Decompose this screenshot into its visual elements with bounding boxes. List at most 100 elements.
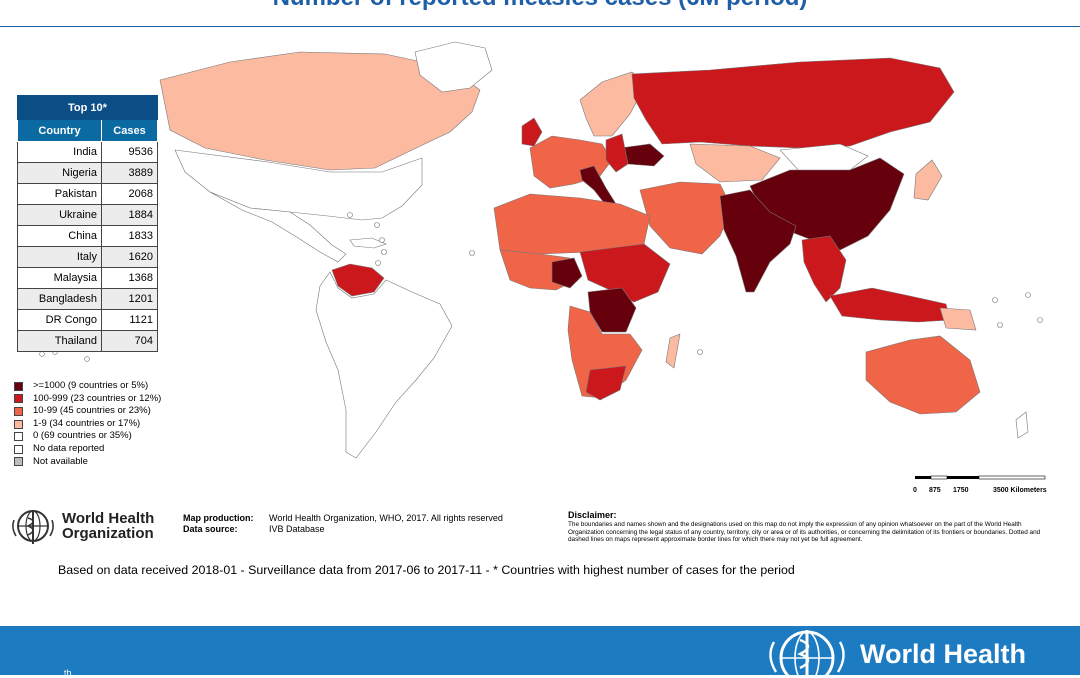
region-indonesia	[829, 287, 951, 323]
top10-table: Top 10* Country Cases India 9536 Nigeria 3…	[17, 95, 158, 352]
small-island	[375, 260, 381, 266]
who-emblem-icon	[769, 630, 845, 675]
region-caribbean-islands	[349, 237, 387, 249]
legend-label: No data reported	[33, 442, 105, 454]
region-mongolia	[779, 143, 869, 173]
cases-cell: 704	[101, 330, 158, 352]
cases-cell: 1833	[101, 225, 158, 247]
table-row: Italy 1620	[17, 246, 158, 268]
map-production-label: Map production:	[183, 513, 254, 523]
country-cell: India	[17, 141, 102, 163]
disclaimer-heading: Disclaimer:	[568, 510, 617, 520]
cases-cell: 1620	[101, 246, 158, 268]
table-row: Pakistan 2068	[17, 183, 158, 205]
legend-item: 0 (69 countries or 35%)	[14, 430, 161, 443]
legend-swatch	[14, 394, 23, 404]
country-cell: Pakistan	[17, 183, 102, 205]
legend-item: 10-99 (45 countries or 23%)	[14, 405, 161, 418]
legend-swatch	[14, 457, 23, 467]
legend-item: 1-9 (34 countries or 17%)	[14, 418, 161, 431]
banner-who-logo: World Health	[762, 626, 1026, 675]
cases-cell: 1121	[101, 309, 158, 331]
region-russia	[631, 57, 955, 149]
disclaimer-text: The boundaries and names shown and the d…	[568, 521, 1041, 544]
map-legend: >=1000 (9 countries or 5%) 100-999 (23 c…	[14, 380, 161, 468]
legend-swatch	[14, 444, 23, 454]
legend-swatch	[14, 419, 23, 429]
region-southeast-asia	[801, 235, 847, 303]
banner-superscript: th	[64, 668, 72, 678]
table-row: Bangladesh 1201	[17, 288, 158, 310]
country-cell: China	[17, 225, 102, 247]
small-island	[374, 222, 380, 228]
data-source-label: Data source:	[183, 524, 238, 534]
column-header-country: Country	[17, 119, 102, 142]
map-production-value: World Health Organization, WHO, 2017. Al…	[269, 513, 503, 523]
cases-cell: 3889	[101, 162, 158, 184]
scale-bar-graphic	[915, 475, 1046, 480]
legend-label: 10-99 (45 countries or 23%)	[33, 405, 151, 417]
region-pakistan-india	[719, 189, 797, 293]
region-eastern-europe	[605, 133, 629, 173]
region-new-zealand	[1015, 411, 1029, 439]
legend-label: >=1000 (9 countries or 5%)	[33, 380, 149, 391]
region-north-africa	[493, 193, 651, 255]
footnote: Based on data received 2018-01 - Surveil…	[58, 563, 795, 577]
region-canada	[159, 51, 481, 171]
small-island	[697, 349, 703, 355]
scale-tick: 0	[913, 487, 917, 494]
region-south-america	[315, 271, 453, 459]
table-row: Nigeria 3889	[17, 162, 158, 184]
banner-who-name: World Health	[860, 639, 1027, 669]
table-caption: Top 10*	[17, 95, 158, 120]
who-name-line1: World Health	[62, 510, 155, 527]
legend-label: Not available	[33, 455, 88, 467]
legend-label: 1-9 (34 countries or 17%)	[33, 417, 141, 429]
country-cell: Malaysia	[17, 267, 102, 289]
country-cell: Bangladesh	[17, 288, 102, 310]
table-row: Ukraine 1884	[17, 204, 158, 226]
table-row: China 1833	[17, 225, 158, 247]
legend-item: >=1000 (9 countries or 5%)	[14, 380, 161, 393]
small-island	[1037, 317, 1043, 323]
region-madagascar	[665, 333, 681, 369]
footer-banner	[0, 626, 1080, 675]
world-map	[159, 41, 1043, 459]
country-cell: Ukraine	[17, 204, 102, 226]
small-island	[992, 297, 998, 303]
region-kazakhstan	[689, 143, 781, 183]
region-australia	[865, 335, 981, 415]
country-cell: Italy	[17, 246, 102, 268]
legend-swatch	[14, 381, 23, 391]
small-island	[997, 322, 1003, 328]
region-japan	[913, 159, 943, 201]
cases-cell: 9536	[101, 141, 158, 163]
table-row: DR Congo 1121	[17, 309, 158, 331]
legend-label: 0 (69 countries or 35%)	[33, 430, 132, 442]
who-logo: World Health Organization	[10, 506, 154, 546]
region-venezuela	[331, 263, 385, 297]
cases-cell: 1201	[101, 288, 158, 310]
table-row: India 9536	[17, 141, 158, 163]
who-emblem-icon	[12, 510, 54, 544]
scale-tick: 1750	[953, 487, 969, 494]
scale-tick: 875	[929, 487, 941, 494]
region-south-africa	[585, 365, 627, 401]
country-cell: Thailand	[17, 330, 102, 352]
legend-item: 100-999 (23 countries or 12%)	[14, 393, 161, 406]
region-scandinavia	[579, 71, 647, 137]
region-mexico-central-america	[209, 191, 347, 263]
region-middle-east	[639, 181, 733, 255]
scale-tick: 3500 Kilometers	[993, 487, 1047, 494]
legend-label: 100-999 (23 countries or 12%)	[33, 392, 162, 404]
region-png	[939, 307, 977, 331]
small-island	[347, 212, 353, 218]
data-source-value: IVB Database	[269, 524, 325, 534]
region-uk	[521, 117, 543, 147]
production-info: Map production: World Health Organization…	[183, 513, 503, 535]
map-title: Number of reported measles cases (6M per…	[0, 0, 1080, 12]
legend-item: Not available	[14, 456, 161, 469]
small-island	[469, 250, 475, 256]
title-divider	[0, 26, 1080, 27]
cases-cell: 2068	[101, 183, 158, 205]
